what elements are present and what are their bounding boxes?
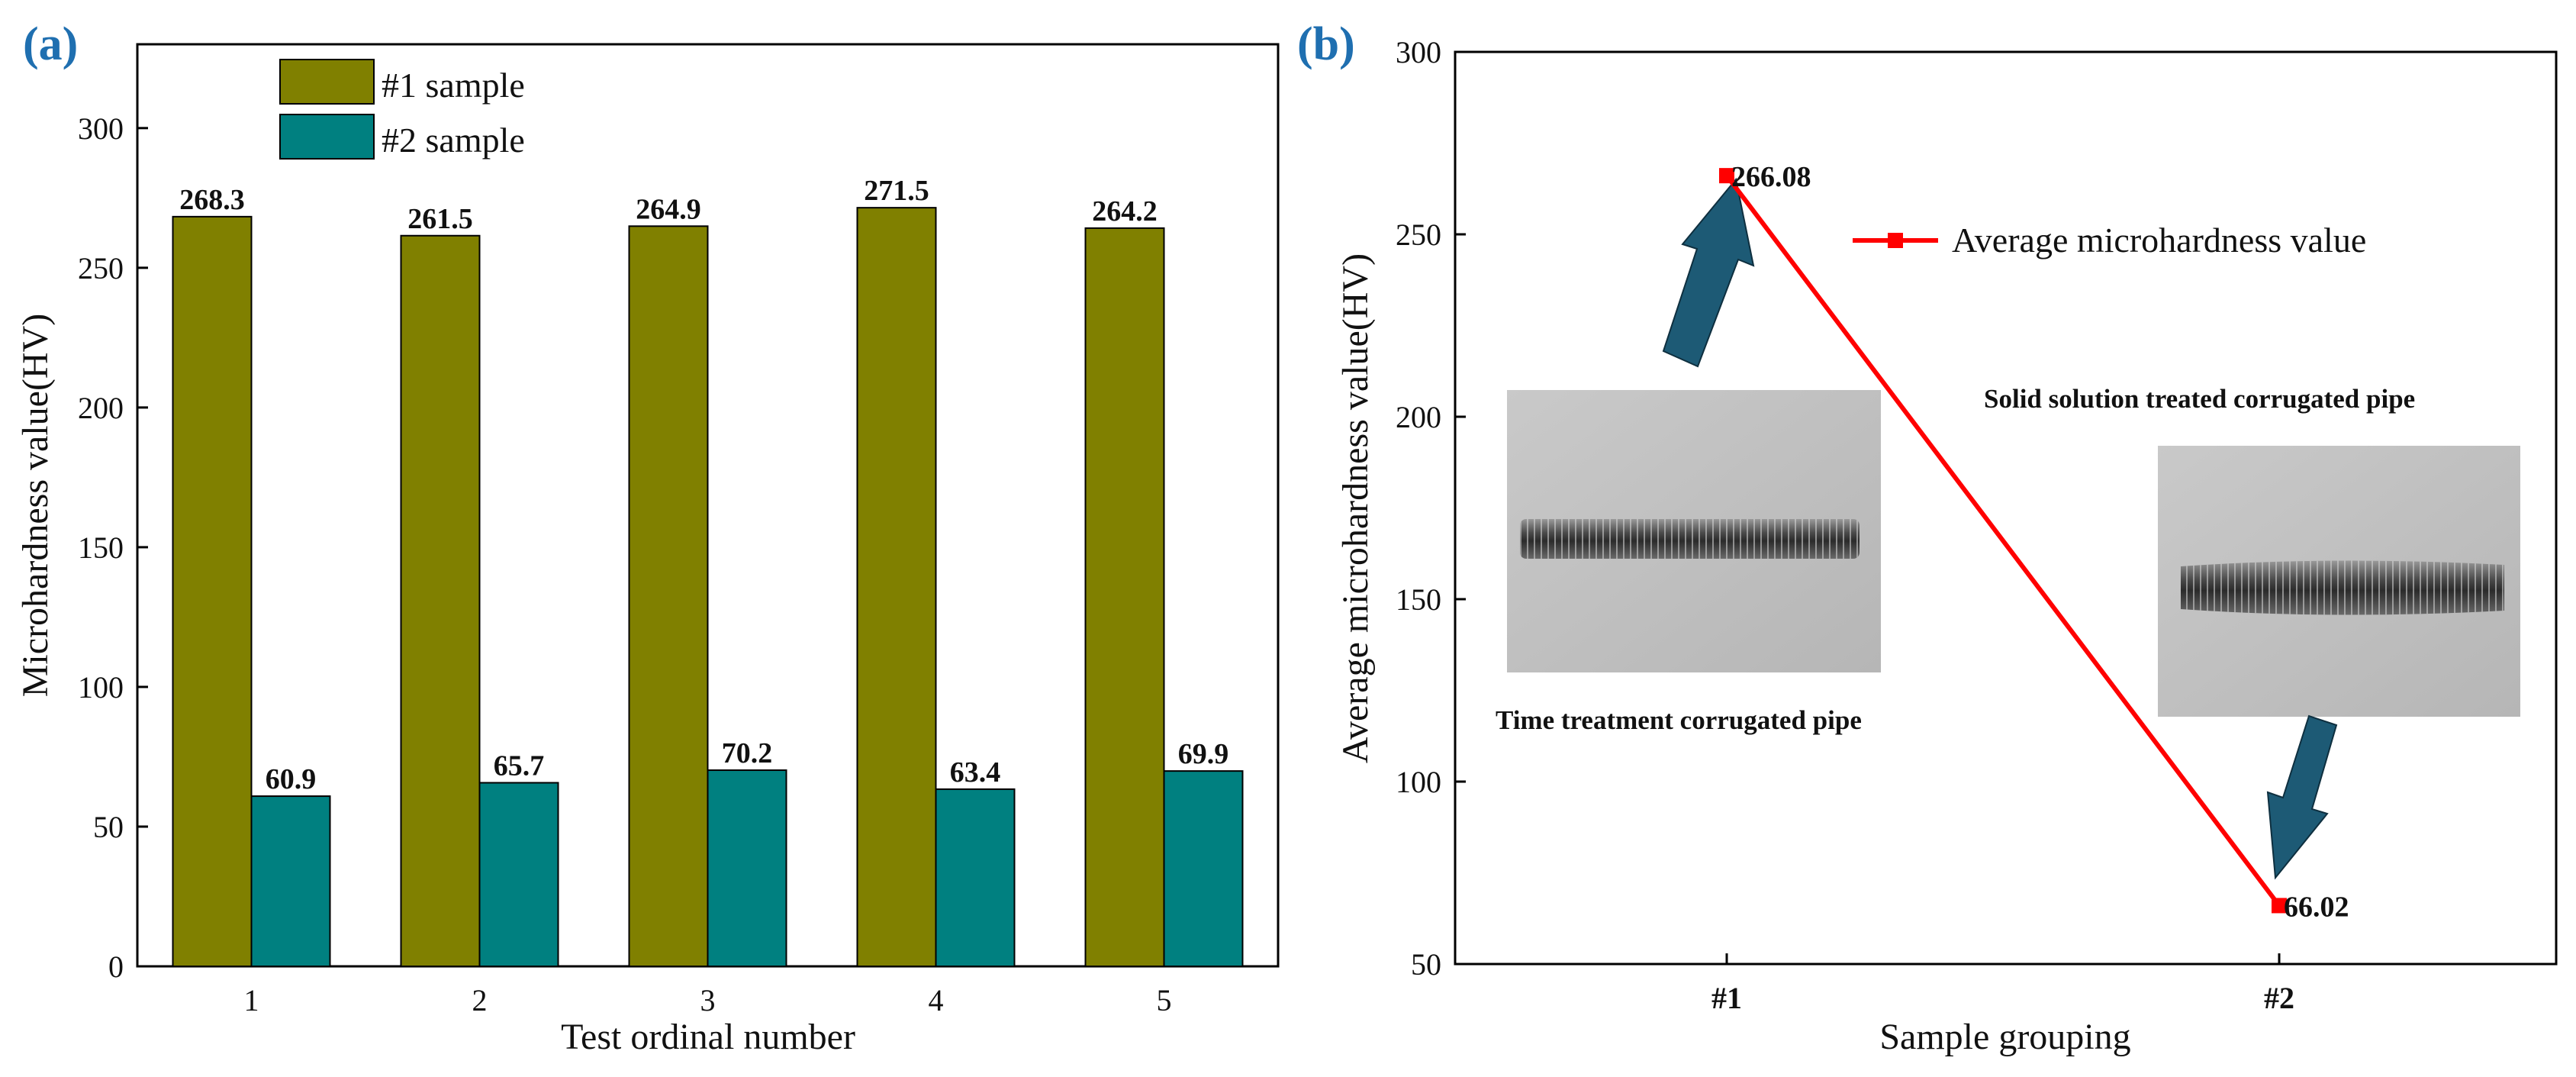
bar-value-label: 63.4	[950, 756, 1001, 788]
bar-series-2	[250, 795, 331, 967]
y-tick-label: 50	[93, 810, 124, 844]
x-tick-label: 3	[700, 983, 716, 1017]
legend-label-average: Average microhardness value	[1952, 221, 2366, 260]
y-tick-label: 100	[78, 670, 124, 705]
panel-b-series: 266.08 66.02	[1719, 161, 2349, 923]
point-value-label: 266.08	[1731, 161, 1811, 193]
bar-value-label: 261.5	[407, 203, 473, 235]
panel-b-plot-frame	[1454, 50, 2558, 966]
panel-a-label: (a)	[23, 18, 78, 70]
x-tick-label: 1	[244, 983, 259, 1017]
y-tick-label: 100	[1396, 765, 1441, 799]
panel-b-line-chart: (b) 50 100 150 200 250 300 #1 #2 Average micro…	[1297, 18, 2558, 1057]
bar-value-label: 65.7	[494, 750, 545, 782]
bar-value-label: 69.9	[1178, 738, 1229, 770]
bar-series-2	[1163, 770, 1244, 968]
x-tick-label: 5	[1157, 983, 1172, 1017]
y-tick-label: 150	[78, 530, 124, 565]
panel-b-label: (b)	[1297, 18, 1355, 70]
bar-series-2	[707, 769, 787, 967]
series-point	[2272, 898, 2287, 914]
bar-value-label: 271.5	[864, 175, 929, 207]
photo-solid-solution-pipe	[2158, 446, 2520, 717]
panel-b-x-axis: #1 #2	[1711, 953, 2294, 1015]
y-tick-label: 150	[1396, 582, 1441, 617]
panel-b-legend: Average microhardness value	[1853, 221, 2366, 260]
arrow-up-icon	[1662, 177, 1755, 368]
y-tick-label: 250	[78, 251, 124, 285]
series-line	[1724, 174, 2281, 908]
bar-series-1	[1084, 227, 1165, 968]
y-tick-label: 0	[108, 950, 124, 984]
bar-value-label: 60.9	[266, 763, 317, 795]
panel-b-x-axis-title: Sample grouping	[1879, 1017, 2130, 1057]
y-tick-label: 200	[1396, 400, 1441, 434]
y-tick-label: 50	[1411, 947, 1441, 982]
series-point	[1719, 168, 1734, 184]
bar-series-2	[935, 788, 1016, 968]
y-tick-label: 300	[78, 111, 124, 146]
x-tick-label: 4	[929, 983, 944, 1017]
panel-b-y-axis-title: Average microhardness value(HV)	[1335, 253, 1376, 763]
legend-label-series-1: #1 sample	[382, 66, 525, 105]
legend-swatch-series-1	[279, 59, 375, 105]
bar-series-1	[628, 225, 709, 967]
y-tick-label: 300	[1396, 35, 1441, 69]
panel-b-y-axis: 50 100 150 200 250 300	[1396, 35, 1466, 982]
panel-a-y-axis: 0 50 100 150 200 250 300	[78, 111, 148, 984]
bar-value-label: 268.3	[179, 184, 245, 216]
bar-series-1	[856, 207, 937, 967]
bar-value-label: 264.9	[636, 193, 701, 225]
panel-a-x-axis-title: Test ordinal number	[561, 1017, 855, 1057]
panel-a-y-axis-title: Microhardness value(HV)	[15, 314, 56, 698]
bar-value-label: 70.2	[722, 737, 773, 769]
x-tick-label: #1	[1711, 981, 1742, 1015]
x-tick-label: #2	[2264, 981, 2294, 1015]
panel-a-bars	[172, 207, 1244, 968]
y-tick-label: 250	[1396, 218, 1441, 252]
panel-a-data-labels: 268.3 60.9 261.5 65.7 264.9 70.2 271.5 63.4 264.…	[179, 175, 1228, 795]
x-tick-label: 2	[472, 983, 488, 1017]
panel-a-legend: #1 sample #2 sample	[279, 59, 525, 160]
point-value-label: 66.02	[2284, 891, 2349, 923]
bar-series-1	[400, 234, 481, 967]
legend-swatch-series-2	[279, 114, 375, 160]
legend-label-series-2: #2 sample	[382, 121, 525, 160]
bar-series-2	[478, 782, 559, 967]
bar-value-label: 264.2	[1092, 195, 1158, 227]
photo-time-treatment-pipe	[1507, 390, 1881, 672]
bar-series-1	[172, 215, 253, 968]
caption-solid-solution: Solid solution treated corrugated pipe	[1984, 384, 2415, 414]
arrow-down-icon	[2266, 714, 2338, 880]
caption-time-treatment: Time treatment corrugated pipe	[1496, 705, 1862, 735]
y-tick-label: 200	[78, 391, 124, 425]
legend-marker-sample	[1888, 233, 1903, 248]
